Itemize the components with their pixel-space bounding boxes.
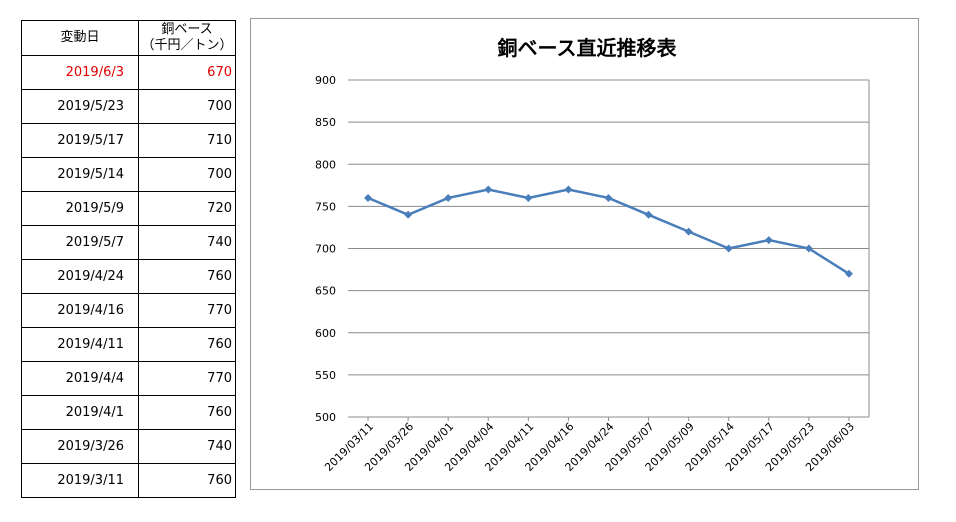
base-price-cell: 710 — [138, 123, 236, 158]
base-price-cell: 670 — [138, 55, 236, 90]
base-price-cell: 760 — [138, 327, 236, 362]
y-tick-label: 550 — [315, 369, 336, 382]
chart-title: 銅ベース直近推移表 — [498, 36, 678, 60]
header-copper-base-unit: （千円／トン） — [141, 38, 233, 53]
base-price-cell: 740 — [138, 225, 236, 260]
data-point — [804, 244, 813, 253]
data-point — [404, 210, 413, 219]
table-row: 2019/4/11 760 — [21, 327, 236, 362]
header-copper-base-title: 銅ベース — [161, 22, 213, 37]
base-price-cell: 700 — [138, 157, 236, 192]
x-axis-ticks: 2019/03/112019/03/262019/04/012019/04/04… — [322, 417, 857, 474]
data-point — [644, 210, 653, 219]
data-point — [764, 236, 773, 245]
date-cell: 2019/4/24 — [21, 259, 139, 294]
date-cell: 2019/5/23 — [21, 89, 139, 124]
data-point — [564, 185, 573, 194]
data-point — [484, 185, 493, 194]
table-row: 2019/5/9 720 — [21, 191, 236, 226]
data-point — [684, 227, 693, 236]
table-row: 2019/5/7 740 — [21, 225, 236, 260]
table-row: 2019/6/3 670 — [21, 55, 236, 90]
date-cell: 2019/4/1 — [21, 395, 139, 430]
base-price-cell: 770 — [138, 361, 236, 396]
chart-area: 銅ベース直近推移表 900 850 800 750 700 650 600 550 500 20… — [250, 18, 919, 490]
data-point — [364, 193, 373, 202]
date-cell: 2019/4/16 — [21, 293, 139, 328]
date-cell: 2019/4/4 — [21, 361, 139, 396]
base-price-cell: 760 — [138, 259, 236, 294]
line-chart: 銅ベース直近推移表 900 850 800 750 700 650 600 550 500 20… — [315, 36, 870, 474]
data-point — [844, 269, 853, 278]
table-row: 2019/4/24 760 — [21, 259, 236, 294]
y-tick-label: 750 — [315, 200, 336, 213]
gridlines — [348, 79, 870, 418]
table-body: 2019/6/3 670 2019/5/23 700 2019/5/17 710 2019/… — [21, 55, 236, 498]
date-cell: 2019/4/11 — [21, 327, 139, 362]
data-point — [604, 193, 613, 202]
data-point — [724, 244, 733, 253]
table-row: 2019/4/16 770 — [21, 293, 236, 328]
series-line — [367, 188, 850, 275]
y-tick-label: 500 — [315, 411, 336, 424]
table-row: 2019/5/23 700 — [21, 89, 236, 124]
y-tick-label: 600 — [315, 327, 336, 340]
y-tick-label: 850 — [315, 116, 336, 129]
table-header-row: 変動日 銅ベース （千円／トン） — [21, 20, 236, 56]
table-row: 2019/4/1 760 — [21, 395, 236, 430]
date-cell: 2019/5/9 — [21, 191, 139, 226]
y-axis-ticks: 900 850 800 750 700 650 600 550 500 — [315, 74, 336, 424]
data-point — [444, 193, 453, 202]
base-price-cell: 770 — [138, 293, 236, 328]
header-date: 変動日 — [21, 20, 139, 56]
date-cell: 2019/6/3 — [21, 55, 139, 90]
table-row: 2019/5/14 700 — [21, 157, 236, 192]
base-price-cell: 760 — [138, 395, 236, 430]
date-cell: 2019/3/26 — [21, 429, 139, 464]
table-row: 2019/5/17 710 — [21, 123, 236, 158]
base-price-cell: 760 — [138, 463, 236, 498]
date-cell: 2019/5/14 — [21, 157, 139, 192]
copper-base-table: 変動日 銅ベース （千円／トン） 2019/6/3 670 2019/5/23 700… — [21, 20, 236, 498]
y-tick-label: 900 — [315, 74, 336, 87]
base-price-cell: 700 — [138, 89, 236, 124]
y-tick-label: 650 — [315, 285, 336, 298]
base-price-cell: 720 — [138, 191, 236, 226]
y-tick-label: 700 — [315, 243, 336, 256]
y-tick-label: 800 — [315, 158, 336, 171]
date-cell: 2019/3/11 — [21, 463, 139, 498]
series-layer — [364, 185, 853, 278]
date-cell: 2019/5/17 — [21, 123, 139, 158]
base-price-cell: 740 — [138, 429, 236, 464]
table-row: 2019/3/11 760 — [21, 463, 236, 498]
date-cell: 2019/5/7 — [21, 225, 139, 260]
table-row: 2019/4/4 770 — [21, 361, 236, 396]
table-row: 2019/3/26 740 — [21, 429, 236, 464]
header-copper-base: 銅ベース （千円／トン） — [138, 20, 236, 56]
data-point — [524, 193, 533, 202]
